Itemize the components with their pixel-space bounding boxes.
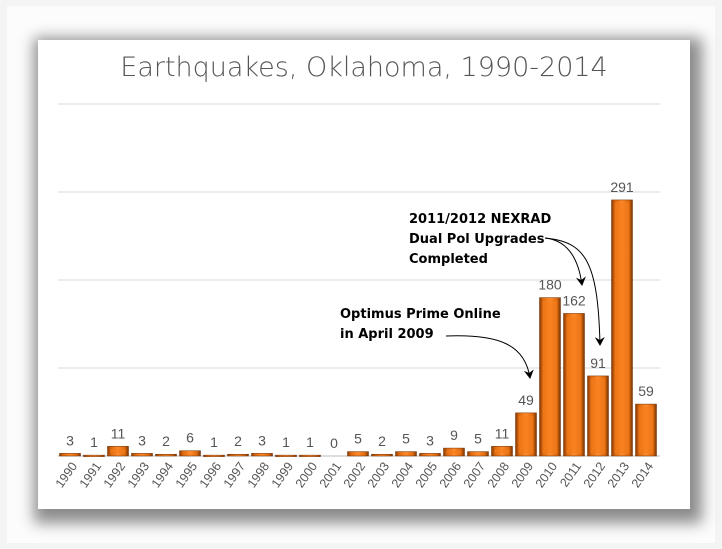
bar-1996	[203, 454, 225, 457]
x-tick-label: 2002	[341, 460, 368, 491]
bar-2000	[299, 454, 321, 457]
data-label: 2	[234, 433, 242, 449]
annotation-line: 2011/2012 NEXRAD	[409, 212, 552, 227]
x-tick-label: 1992	[101, 460, 128, 491]
x-tick-label: 2001	[317, 460, 344, 491]
bar-1993	[131, 453, 153, 457]
x-tick-label: 2013	[605, 460, 632, 491]
data-label: 2	[162, 433, 170, 449]
x-tick-label: 2014	[629, 460, 656, 491]
data-label: 2	[378, 433, 386, 449]
annotation-arrow-2009	[445, 335, 534, 379]
x-tick-label: 2003	[365, 460, 392, 491]
annotation-line: Dual Pol Upgrades	[409, 232, 545, 247]
data-label: 11	[495, 425, 510, 441]
bar-bevel	[110, 449, 126, 453]
bar-1995	[179, 450, 201, 457]
x-tick-label: 2005	[413, 460, 440, 491]
annotation-optimus-prime: Optimus Prime Online in April 2009	[340, 305, 501, 345]
bar-bevel	[614, 202, 630, 453]
x-tick-label: 1995	[173, 460, 200, 491]
annotation-line: Optimus Prime Online	[340, 307, 501, 322]
x-tick-label: 2006	[437, 460, 464, 491]
annotation-nexrad: 2011/2012 NEXRAD Dual Pol Upgrades Compl…	[409, 210, 551, 270]
x-tick-label: 2004	[389, 460, 416, 491]
bar-2002	[347, 451, 369, 457]
bar-1997	[227, 453, 249, 457]
bar-bevel	[446, 451, 462, 453]
x-tick-label: 2008	[485, 460, 512, 491]
x-tick-label: 1996	[197, 460, 224, 491]
bar-bevel	[590, 378, 606, 453]
data-label: 9	[450, 427, 458, 443]
x-tick-label: 1998	[245, 460, 272, 491]
x-tick-label: 1990	[53, 460, 80, 491]
data-label: 1	[306, 434, 314, 450]
x-tick-label: 1999	[269, 460, 296, 491]
x-tick-label: 2011	[557, 460, 584, 490]
data-label: 162	[562, 292, 586, 308]
bar-bevel	[518, 415, 534, 453]
data-label: 291	[610, 179, 634, 195]
x-tick-label: 2010	[533, 460, 560, 491]
data-label: 180	[538, 277, 562, 293]
x-tick-label: 1997	[221, 460, 248, 491]
bar-2007	[467, 451, 489, 457]
x-tick-label: 2000	[293, 460, 320, 491]
data-label: 49	[518, 392, 534, 408]
data-label: 91	[590, 355, 606, 371]
x-tick-label: 2012	[581, 460, 608, 491]
bar-bevel	[566, 316, 582, 453]
data-label: 5	[354, 431, 362, 447]
data-label: 0	[330, 435, 338, 451]
x-tick-label: 1994	[149, 460, 176, 491]
bar-2003	[371, 453, 393, 457]
bar-1994	[155, 453, 177, 457]
data-label: 1	[282, 434, 290, 450]
bar-2004	[395, 451, 417, 457]
bar-1999	[275, 454, 297, 457]
data-label: 1	[210, 434, 218, 450]
bar-bevel	[638, 407, 654, 453]
x-tick-label: 1991	[77, 460, 104, 491]
bar-1991	[83, 454, 105, 457]
data-label: 3	[66, 432, 74, 448]
bar-1990	[59, 453, 81, 457]
data-label: 59	[638, 383, 654, 399]
x-tick-label: 2007	[461, 460, 488, 491]
x-tick-label: 2009	[509, 460, 536, 491]
annotation-line: Completed	[409, 252, 488, 267]
bar-bevel	[542, 300, 558, 453]
bar-1998	[251, 453, 273, 457]
data-label: 11	[111, 425, 126, 441]
data-label: 3	[258, 432, 266, 448]
chart-title: Earthquakes, Oklahoma, 1990-2014	[120, 52, 608, 83]
data-label: 6	[186, 430, 194, 446]
bar-bevel	[494, 449, 510, 453]
annotation-arrow-2012	[544, 237, 605, 346]
data-label: 3	[138, 432, 146, 448]
x-tick-label: 1993	[125, 460, 152, 491]
bar-2005	[419, 453, 441, 457]
annotation-line: in April 2009	[340, 327, 434, 342]
data-label: 1	[90, 434, 98, 450]
data-label: 5	[402, 431, 410, 447]
data-label: 5	[474, 431, 482, 447]
data-label: 3	[426, 432, 434, 448]
